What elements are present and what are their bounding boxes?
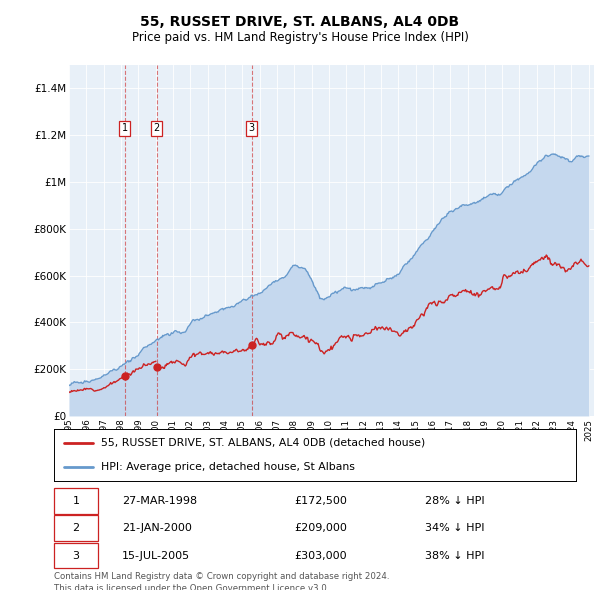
Text: 21-JAN-2000: 21-JAN-2000 [122,523,192,533]
Text: 34% ↓ HPI: 34% ↓ HPI [425,523,484,533]
FancyBboxPatch shape [54,516,98,541]
FancyBboxPatch shape [54,488,98,514]
Text: 38% ↓ HPI: 38% ↓ HPI [425,550,484,560]
Text: 28% ↓ HPI: 28% ↓ HPI [425,496,484,506]
Text: 27-MAR-1998: 27-MAR-1998 [122,496,197,506]
Text: 2: 2 [73,523,80,533]
Text: 3: 3 [73,550,80,560]
Text: £303,000: £303,000 [294,550,347,560]
Text: 3: 3 [248,123,254,133]
Text: 55, RUSSET DRIVE, ST. ALBANS, AL4 0DB (detached house): 55, RUSSET DRIVE, ST. ALBANS, AL4 0DB (d… [101,438,425,448]
FancyBboxPatch shape [54,543,98,569]
Text: £172,500: £172,500 [294,496,347,506]
Text: £209,000: £209,000 [294,523,347,533]
Text: Price paid vs. HM Land Registry's House Price Index (HPI): Price paid vs. HM Land Registry's House … [131,31,469,44]
Text: 55, RUSSET DRIVE, ST. ALBANS, AL4 0DB: 55, RUSSET DRIVE, ST. ALBANS, AL4 0DB [140,15,460,29]
Text: HPI: Average price, detached house, St Albans: HPI: Average price, detached house, St A… [101,462,355,472]
Text: 1: 1 [73,496,80,506]
Text: Contains HM Land Registry data © Crown copyright and database right 2024.
This d: Contains HM Land Registry data © Crown c… [54,572,389,590]
Text: 2: 2 [154,123,160,133]
Text: 15-JUL-2005: 15-JUL-2005 [122,550,190,560]
Text: 1: 1 [122,123,128,133]
